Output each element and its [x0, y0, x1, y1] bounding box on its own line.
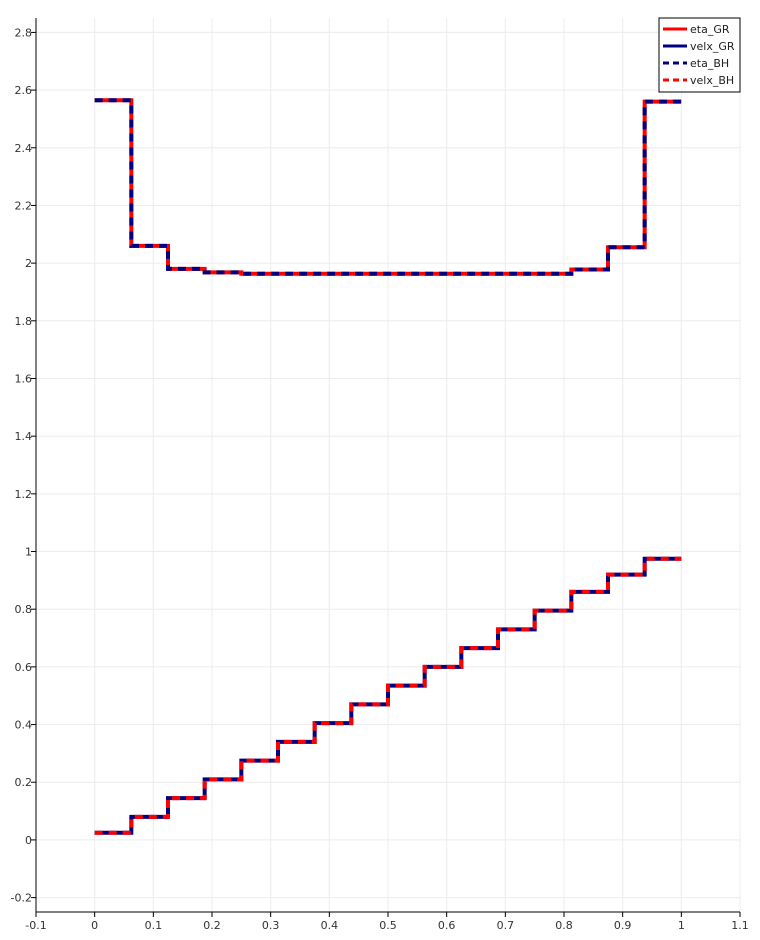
- x-tick-label-4: 0.3: [262, 919, 280, 932]
- legend-label-0: eta_GR: [690, 23, 730, 36]
- x-tick-label-11: 1: [678, 919, 685, 932]
- y-tick-label-11: 2: [25, 257, 32, 270]
- y-tick-label-2: 0.2: [15, 776, 33, 789]
- y-tick-label-1: 0: [25, 834, 32, 847]
- x-tick-label-8: 0.7: [497, 919, 515, 932]
- y-tick-label-3: 0.4: [15, 719, 33, 732]
- legend-label-2: eta_BH: [690, 57, 729, 70]
- y-tick-label-0: -0.2: [11, 892, 32, 905]
- series-lines: [94, 98, 682, 835]
- x-tick-label-9: 0.8: [555, 919, 573, 932]
- legend-label-1: velx_GR: [690, 40, 735, 53]
- x-tick-label-2: 0.1: [145, 919, 163, 932]
- x-tick-label-3: 0.2: [203, 919, 221, 932]
- y-tick-label-13: 2.4: [15, 142, 33, 155]
- x-tick-label-1: 0: [91, 919, 98, 932]
- x-tick-label-12: 1.1: [731, 919, 749, 932]
- y-tick-label-9: 1.6: [15, 372, 33, 385]
- legend: eta_GR velx_GR eta_BH velx_BH: [658, 17, 741, 93]
- x-tick-label-0: -0.1: [25, 919, 46, 932]
- y-tick-label-7: 1.2: [15, 488, 33, 501]
- y-tick-label-14: 2.6: [15, 84, 33, 97]
- grid-lines: [35, 18, 741, 912]
- x-tick-label-7: 0.6: [438, 919, 456, 932]
- y-tick-label-10: 1.8: [15, 315, 33, 328]
- series-line-velx-bh: [94, 556, 682, 835]
- y-tick-label-8: 1.4: [15, 430, 33, 443]
- y-tick-label-15: 2.8: [15, 26, 33, 39]
- x-tick-label-10: 0.9: [614, 919, 632, 932]
- x-tick-label-5: 0.4: [321, 919, 339, 932]
- y-tick-label-4: 0.6: [15, 661, 33, 674]
- y-tick-label-5: 0.8: [15, 603, 33, 616]
- y-tick-label-6: 1: [25, 546, 32, 559]
- x-tick-label-6: 0.5: [379, 919, 397, 932]
- series-line-eta-bh: [94, 98, 682, 276]
- tick-labels: -0.1 0 0.1 0.2 0.3 0.4 0.5 0.6 0.7 0.8 0.9 1 1.1 -0.2…: [11, 26, 749, 932]
- legend-label-3: velx_BH: [690, 74, 734, 87]
- y-tick-label-12: 2.2: [15, 199, 33, 212]
